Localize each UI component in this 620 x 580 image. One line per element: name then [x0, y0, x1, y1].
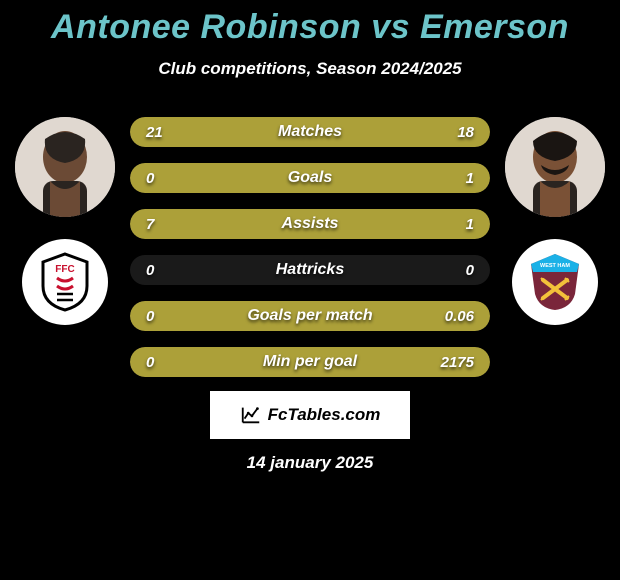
attribution-badge: FcTables.com [210, 391, 410, 439]
stat-bar: 0Hattricks0 [130, 255, 490, 285]
club-left-badge: FFC [22, 239, 108, 325]
westham-crest-icon: WEST HAM [523, 250, 587, 314]
stat-bar: 0Min per goal2175 [130, 347, 490, 377]
left-column: FFC [10, 109, 120, 325]
page-title: Antonee Robinson vs Emerson [10, 8, 610, 47]
date-label: 14 january 2025 [10, 453, 610, 473]
svg-text:FFC: FFC [55, 264, 74, 275]
person-icon [15, 117, 115, 217]
stat-value-right: 1 [466, 163, 474, 193]
chart-icon [240, 404, 262, 426]
player-right-avatar [505, 117, 605, 217]
club-right-badge: WEST HAM [512, 239, 598, 325]
person-icon [505, 117, 605, 217]
stat-bar: 0Goals1 [130, 163, 490, 193]
stat-label: Min per goal [130, 347, 490, 377]
attribution-text: FcTables.com [268, 405, 381, 425]
stat-value-right: 0.06 [445, 301, 474, 331]
stat-bar: 7Assists1 [130, 209, 490, 239]
right-column: WEST HAM [500, 109, 610, 325]
stat-value-right: 2175 [441, 347, 474, 377]
stat-bar: 21Matches18 [130, 117, 490, 147]
stat-label: Matches [130, 117, 490, 147]
stat-label: Goals [130, 163, 490, 193]
stat-value-right: 0 [466, 255, 474, 285]
stat-value-right: 1 [466, 209, 474, 239]
page-subtitle: Club competitions, Season 2024/2025 [10, 59, 610, 79]
comparison-card: Antonee Robinson vs Emerson Club competi… [0, 0, 620, 481]
stat-label: Goals per match [130, 301, 490, 331]
player-left-avatar [15, 117, 115, 217]
stat-value-right: 18 [457, 117, 474, 147]
stats-bars: 21Matches180Goals17Assists10Hattricks00G… [130, 109, 490, 377]
fulham-crest-icon: FFC [33, 250, 97, 314]
stat-label: Assists [130, 209, 490, 239]
stat-label: Hattricks [130, 255, 490, 285]
main-row: FFC 21Matches180Goals17Assists10Hattrick… [10, 109, 610, 377]
svg-text:WEST HAM: WEST HAM [540, 263, 570, 269]
stat-bar: 0Goals per match0.06 [130, 301, 490, 331]
